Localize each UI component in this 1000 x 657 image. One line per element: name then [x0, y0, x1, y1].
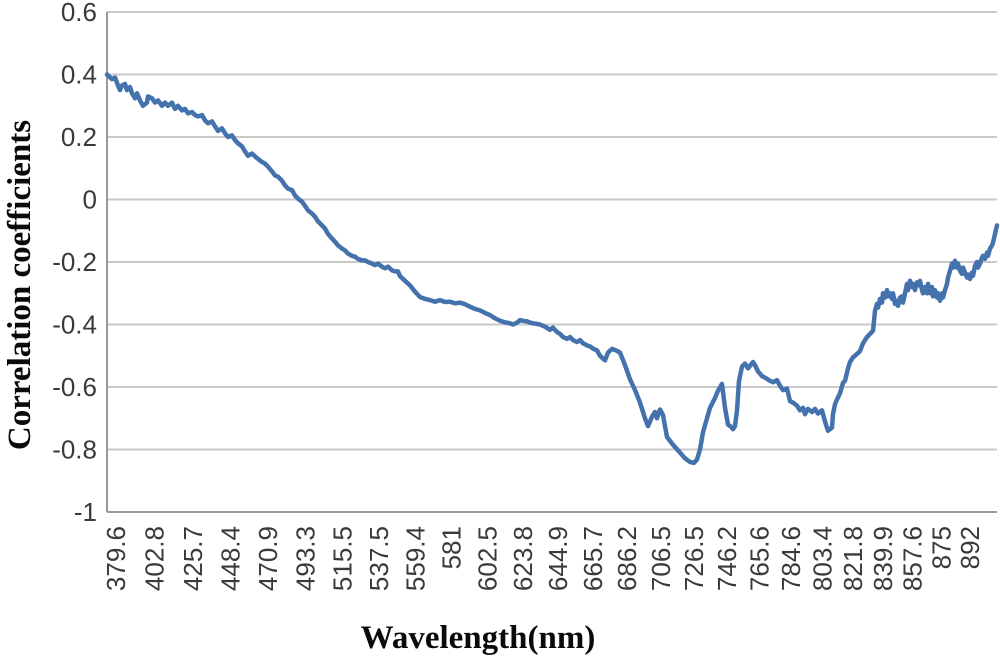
x-tick-label: 839.9	[868, 526, 898, 591]
x-tick-label: 448.4	[216, 526, 246, 591]
x-tick-label: 493.3	[291, 526, 321, 591]
x-tick-label: 425.7	[178, 526, 208, 591]
x-tick-label: 537.5	[364, 526, 394, 591]
x-tick-label: 470.9	[253, 526, 283, 591]
x-axis-tick-labels: 379.6 402.8 425.7 448.4 470.9 493.3 515.5 537.5…	[101, 526, 985, 591]
x-tick-label: 665.7	[578, 526, 608, 591]
x-tick-label: 686.2	[612, 526, 642, 591]
x-tick-label: 581	[437, 526, 467, 569]
x-tick-label: 623.8	[508, 526, 538, 591]
x-tick-label: 821.8	[838, 526, 868, 591]
x-tick-label: 803.4	[807, 526, 837, 591]
x-tick-label: 857.6	[898, 526, 928, 591]
y-axis-title: Correlation coefficients	[2, 120, 38, 450]
y-axis-tick-labels: 0.6 0.4 0.2 0 -0.2 -0.4 -0.6 -0.8 -1	[52, 0, 97, 527]
x-tick-label: 379.6	[101, 526, 131, 591]
y-tick-label: -0.8	[52, 435, 97, 465]
x-tick-label: 726.5	[679, 526, 709, 591]
x-tick-label: 402.8	[140, 526, 170, 591]
y-tick-label: -0.2	[52, 247, 97, 277]
x-tick-label: 892	[955, 526, 985, 569]
x-tick-label: 765.6	[744, 526, 774, 591]
x-tick-label: 706.5	[646, 526, 676, 591]
x-tick-label: 746.2	[712, 526, 742, 591]
x-tick-label: 559.4	[401, 526, 431, 591]
x-tick-label: 875	[927, 526, 957, 569]
gridlines	[107, 11, 997, 513]
y-tick-label: 0.2	[61, 122, 97, 152]
y-tick-label: 0.6	[61, 0, 97, 27]
x-tick-label: 515.5	[328, 526, 358, 591]
x-tick-label: 784.6	[776, 526, 806, 591]
y-tick-label: 0	[83, 185, 97, 215]
y-tick-label: -0.6	[52, 372, 97, 402]
series-line-correlation	[104, 72, 1000, 466]
y-tick-label: -0.4	[52, 310, 97, 340]
y-tick-label: 0.4	[61, 60, 97, 90]
x-axis-title: Wavelength(nm)	[361, 620, 596, 656]
x-tick-label: 602.5	[473, 526, 503, 591]
x-tick-label: 644.9	[543, 526, 573, 591]
y-tick-label: -1	[74, 497, 97, 527]
